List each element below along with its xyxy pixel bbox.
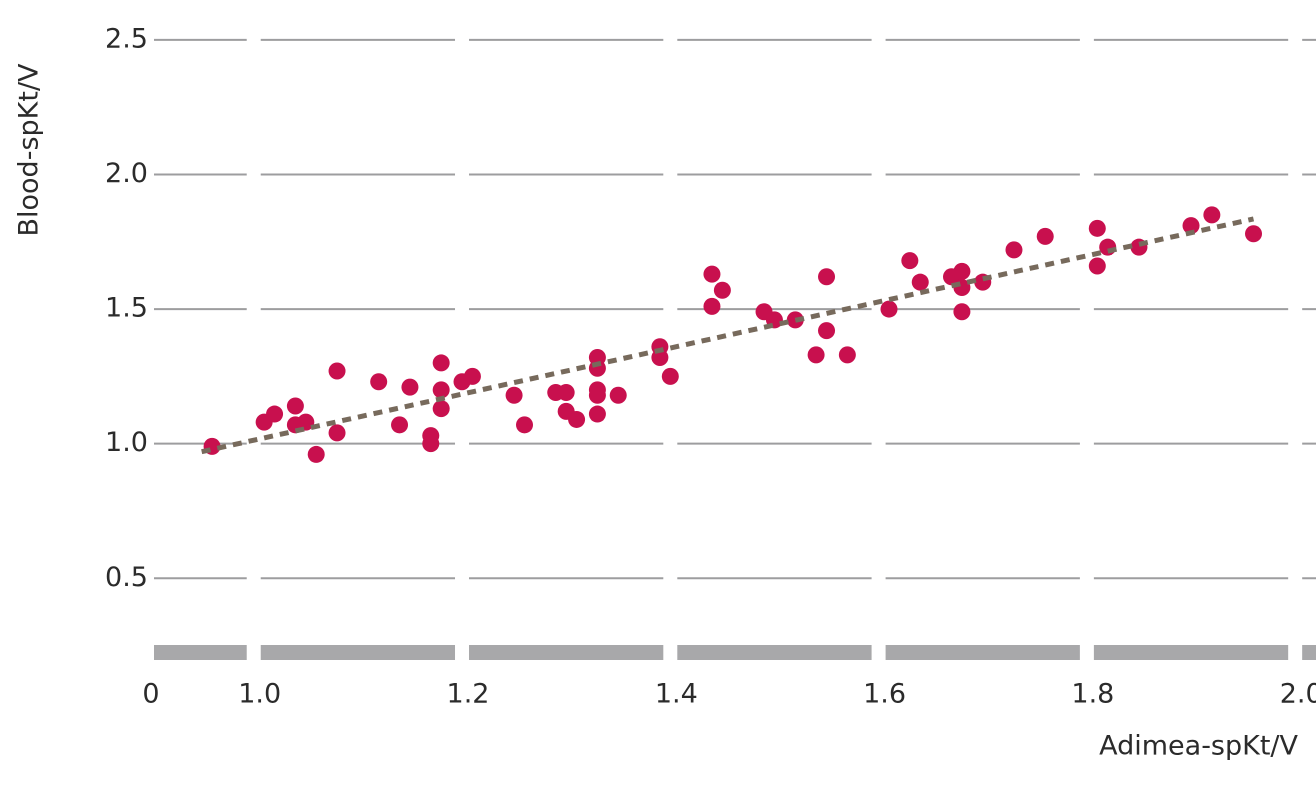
data-point xyxy=(1088,219,1106,237)
x-axis-bar xyxy=(677,645,872,660)
y-tick-label: 1.0 xyxy=(105,427,148,458)
data-point xyxy=(568,410,586,428)
data-point xyxy=(661,367,679,385)
data-point xyxy=(588,386,606,404)
data-point xyxy=(609,386,627,404)
data-point xyxy=(703,265,721,283)
data-point xyxy=(266,405,284,423)
data-point xyxy=(1245,225,1263,243)
data-point xyxy=(432,381,450,399)
x-axis-bar xyxy=(1093,645,1289,660)
x-axis-bar xyxy=(1302,645,1316,660)
data-point xyxy=(953,303,971,321)
x-tick-label: 2.0 xyxy=(1280,679,1316,710)
data-point xyxy=(557,384,575,402)
data-point xyxy=(516,416,534,434)
data-point xyxy=(307,445,325,463)
x-tick-label: 1.2 xyxy=(447,679,490,710)
data-point xyxy=(818,322,836,340)
data-point xyxy=(838,346,856,364)
data-point xyxy=(1005,241,1023,259)
data-point xyxy=(432,400,450,418)
data-point xyxy=(818,268,836,286)
x-tick-label: 0 xyxy=(142,679,159,710)
y-tick-label: 2.5 xyxy=(105,23,148,54)
data-point xyxy=(713,281,731,299)
trend-line xyxy=(201,216,1255,455)
x-tick-label: 1.8 xyxy=(1071,679,1114,710)
x-tick-label: 1.6 xyxy=(863,679,906,710)
x-axis-label: Adimea-spKt/V xyxy=(1099,731,1298,762)
data-point xyxy=(901,252,919,270)
data-point xyxy=(370,373,388,391)
y-tick-label: 1.5 xyxy=(105,293,148,324)
data-point xyxy=(391,416,409,434)
data-point xyxy=(463,367,481,385)
data-point xyxy=(807,346,825,364)
data-point xyxy=(1203,206,1221,224)
data-point xyxy=(505,386,523,404)
data-point xyxy=(401,378,419,396)
data-point xyxy=(911,273,929,291)
data-point xyxy=(1099,238,1117,256)
data-point xyxy=(703,297,721,315)
data-point xyxy=(1182,217,1200,235)
x-axis-bar xyxy=(154,645,247,660)
x-tick-label: 1.0 xyxy=(238,679,281,710)
data-point xyxy=(297,413,315,431)
data-point xyxy=(286,397,304,415)
data-point xyxy=(328,362,346,380)
y-tick-label: 2.0 xyxy=(105,158,148,189)
data-point xyxy=(588,405,606,423)
data-point xyxy=(880,300,898,318)
y-axis-label: Blood-spKt/V xyxy=(14,63,45,237)
x-tick-label: 1.4 xyxy=(655,679,698,710)
data-point xyxy=(1036,227,1054,245)
y-tick-label: 0.5 xyxy=(105,562,148,593)
x-axis-bar xyxy=(469,645,664,660)
data-point xyxy=(328,424,346,442)
data-point xyxy=(432,354,450,372)
data-point xyxy=(953,262,971,280)
x-axis-bar xyxy=(885,645,1080,660)
data-point xyxy=(422,435,440,453)
x-axis-bar xyxy=(260,645,456,660)
data-point xyxy=(1088,257,1106,275)
